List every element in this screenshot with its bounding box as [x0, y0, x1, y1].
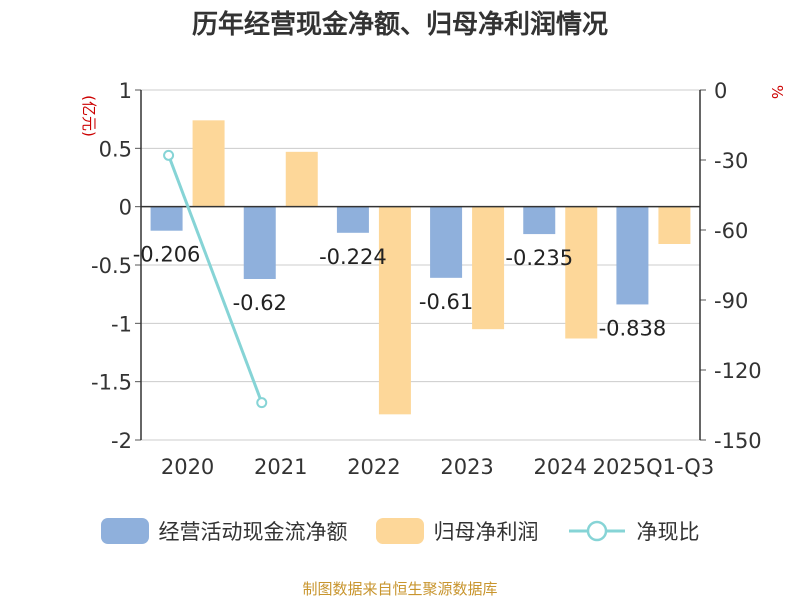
legend-item-profit[interactable]: 归母净利润	[375, 516, 539, 546]
x-tick-label: 2025Q1-Q3	[593, 455, 715, 479]
legend-swatch-profit	[375, 518, 424, 544]
legend-label-cashflow: 经营活动现金流净额	[158, 520, 348, 544]
chart-title: 历年经营现金净额、归母净利润情况	[191, 10, 608, 40]
source-note: 制图数据来自恒生聚源数据库	[302, 580, 498, 598]
bar-cashflow	[243, 206, 276, 279]
legend-item-cashflow[interactable]: 经营活动现金流净额	[100, 516, 348, 546]
data-label-cashflow: -0.61	[419, 290, 473, 314]
x-tick-label: 2022	[347, 455, 400, 479]
bar-profit	[472, 206, 505, 330]
legend-label-ratio: 净现比	[636, 520, 700, 544]
x-tick-label: 2021	[254, 455, 307, 479]
left-tick-label: -1.5	[91, 371, 132, 395]
x-tick-label: 2020	[161, 455, 214, 479]
bar-cashflow	[150, 206, 183, 231]
right-axis-unit-label: %	[768, 85, 786, 99]
right-tick-label: -150	[714, 429, 762, 453]
legend-line-ratio-icon	[568, 520, 625, 542]
bar-cashflow	[616, 206, 649, 305]
legend-label-profit: 归母净利润	[433, 520, 539, 544]
point-ratio	[163, 149, 175, 161]
bar-profit	[378, 206, 411, 415]
right-tick-label: -60	[714, 219, 748, 243]
left-tick-label: -0.5	[91, 254, 132, 278]
data-label-cashflow: -0.62	[233, 291, 287, 315]
left-tick-label: 0.5	[99, 137, 132, 161]
data-label-cashflow: -0.206	[133, 243, 201, 267]
legend-swatch-cashflow	[100, 518, 149, 544]
data-label-cashflow: -0.224	[319, 245, 387, 269]
bar-profit	[285, 151, 318, 207]
left-axis-unit-label: (亿元)	[80, 95, 98, 137]
chart-legend: 经营活动现金流净额 归母净利润 净现比	[0, 516, 800, 546]
bar-cashflow	[523, 206, 556, 235]
x-tick-label: 2024	[534, 455, 587, 479]
bar-cashflow	[336, 206, 369, 233]
bar-cashflow	[430, 206, 463, 278]
right-tick-label: -30	[714, 149, 748, 173]
right-tick-label: 0	[714, 79, 727, 103]
series-line-ratio	[167, 154, 264, 404]
bar-profit	[658, 206, 691, 244]
point-ratio	[256, 397, 268, 409]
left-tick-label: 0	[119, 196, 132, 220]
legend-item-ratio[interactable]: 净现比	[567, 516, 700, 546]
bar-profit	[192, 120, 225, 207]
x-tick-label: 2023	[440, 455, 493, 479]
right-tick-label: -120	[714, 359, 762, 383]
data-label-cashflow: -0.838	[599, 316, 667, 340]
right-tick-label: -90	[714, 289, 748, 313]
left-tick-label: 1	[119, 79, 132, 103]
left-tick-label: -1	[111, 312, 132, 336]
bar-profit	[565, 206, 598, 339]
left-tick-label: -2	[111, 429, 132, 453]
data-label-cashflow: -0.235	[505, 246, 573, 270]
